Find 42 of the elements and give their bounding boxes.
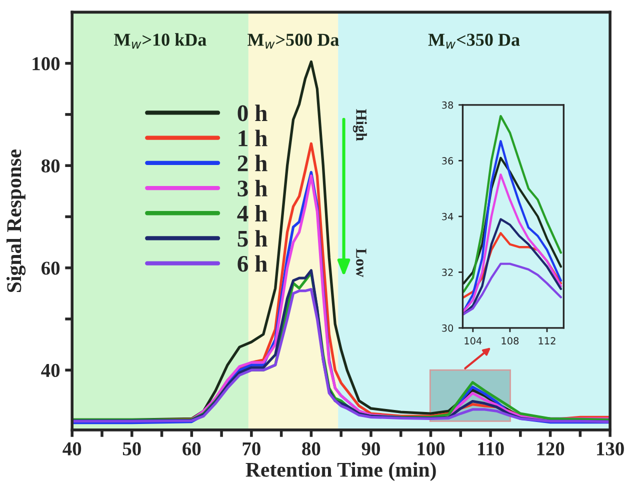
y-axis-title: Signal Response [6, 150, 26, 292]
x-tick-label: 120 [537, 442, 564, 456]
legend-label: 0 h [238, 104, 268, 122]
y-tick-label: 36 [442, 157, 454, 165]
x-tick-label: 80 [302, 442, 320, 456]
legend-label: 2 h [238, 154, 268, 172]
band-label: M$_{w}$>500 Da [248, 34, 339, 49]
x-tick-label: 70 [242, 442, 260, 456]
legend-label: 3 h [238, 180, 268, 197]
x-tick-label: 108 [502, 337, 519, 344]
x-tick-label: 110 [478, 442, 504, 456]
x-tick-label: 60 [182, 442, 201, 456]
legend-label: 5 h [238, 230, 268, 247]
annotation: Low [356, 248, 366, 278]
x-tick-label: 50 [122, 442, 141, 456]
y-tick-label: 40 [41, 364, 60, 378]
line-series [462, 140, 562, 312]
line-series [462, 114, 562, 293]
x-tick-label: 40 [62, 442, 82, 456]
x-axis-title: Retention Time (min) [246, 462, 436, 482]
y-tick-label: 38 [442, 101, 454, 109]
x-tick-label: 104 [464, 337, 482, 344]
y-tick-label: 32 [442, 268, 453, 276]
band-label: M$_{w}$<350 Da [428, 34, 520, 49]
x-tick-label: 100 [418, 442, 445, 456]
legend-label: 6 h [238, 255, 268, 272]
line-series [462, 232, 562, 298]
x-tick-label: 112 [538, 337, 556, 344]
line-series [462, 174, 562, 312]
y-tick-label: 80 [42, 159, 60, 173]
line-series [462, 218, 562, 316]
x-tick-label: 130 [597, 442, 624, 456]
y-tick-label: 60 [42, 262, 60, 275]
legend-label: 1 h [238, 130, 268, 146]
legend-label: 4 h [237, 205, 268, 222]
y-tick-label: 30 [442, 324, 454, 332]
band-label: M$_{w}$>10 kDa [114, 33, 206, 49]
y-tick-label: 100 [32, 57, 60, 70]
y-tick-label: 34 [442, 212, 454, 220]
x-tick-label: 90 [362, 442, 380, 456]
annotation: High [352, 109, 367, 141]
line-series [462, 262, 562, 316]
